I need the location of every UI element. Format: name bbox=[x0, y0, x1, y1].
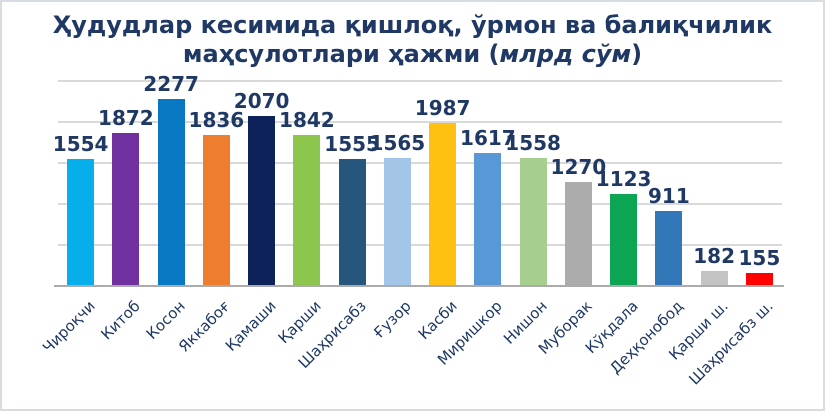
bar bbox=[67, 158, 95, 286]
bar-value-label: 1872 bbox=[98, 105, 154, 130]
bar bbox=[293, 134, 321, 286]
gridline bbox=[58, 80, 782, 82]
bar-value-label: 182 bbox=[693, 244, 735, 269]
bar bbox=[338, 158, 366, 286]
bar-value-label: 2070 bbox=[233, 89, 290, 114]
bar-value-label: 911 bbox=[648, 184, 690, 209]
gridline bbox=[58, 203, 782, 205]
bar-value-label: 1555 bbox=[324, 131, 380, 156]
bar-value-label: 1842 bbox=[279, 107, 335, 132]
bar bbox=[429, 123, 457, 286]
chart-title-line2: маҳсулотлари ҳажми (млрд сўм) bbox=[182, 40, 643, 68]
bar bbox=[610, 193, 638, 286]
bar-value-label: 1123 bbox=[595, 166, 652, 191]
bar bbox=[700, 271, 728, 286]
bar bbox=[655, 211, 683, 286]
x-axis-label: Шаҳрисабз ш. bbox=[685, 297, 778, 389]
gridline bbox=[58, 162, 782, 164]
bar-value-label: 1558 bbox=[505, 131, 561, 156]
bar-value-label: 1554 bbox=[52, 131, 109, 156]
bar-value-label: 1565 bbox=[369, 130, 426, 155]
x-axis-label: Чироқчи bbox=[38, 297, 99, 357]
plot-area: 1554 1872 2277 1836 2070 1842 1555 1565 1987 1617… bbox=[53, 72, 782, 286]
bar bbox=[519, 158, 547, 286]
gridline bbox=[58, 244, 782, 246]
bar bbox=[248, 116, 276, 286]
bar-value-label: 1987 bbox=[414, 96, 471, 121]
x-axis-labels: Чироқчи Китоб Косон Яккабоғ Қамаши Қарши Шаҳри… bbox=[2, 287, 823, 409]
chart-title-unit: млрд сўм bbox=[499, 40, 632, 68]
x-axis-label: Ғузор bbox=[370, 297, 416, 343]
x-axis-line bbox=[54, 285, 784, 287]
bar-value-label: 155 bbox=[738, 246, 781, 271]
x-axis-label: Китоб bbox=[97, 297, 144, 344]
bar bbox=[745, 273, 773, 286]
chart-title-line1: Ҳудудлар кесимида қишлоқ, ўрмон ва балиқ… bbox=[52, 11, 773, 39]
bar bbox=[157, 99, 185, 286]
bar bbox=[202, 135, 230, 286]
bar-value-label: 1836 bbox=[188, 108, 245, 133]
bar bbox=[112, 132, 140, 286]
bar bbox=[383, 157, 411, 286]
chart-title: Ҳудудлар кесимида қишлоқ, ўрмон ва балиқ… bbox=[2, 11, 823, 69]
bar-value-label: 2277 bbox=[143, 72, 199, 97]
bar-value-label: 1617 bbox=[460, 126, 516, 151]
bar-value-label: 1270 bbox=[550, 154, 607, 179]
bar bbox=[564, 181, 592, 286]
gridline bbox=[58, 121, 782, 123]
bar bbox=[474, 153, 502, 286]
